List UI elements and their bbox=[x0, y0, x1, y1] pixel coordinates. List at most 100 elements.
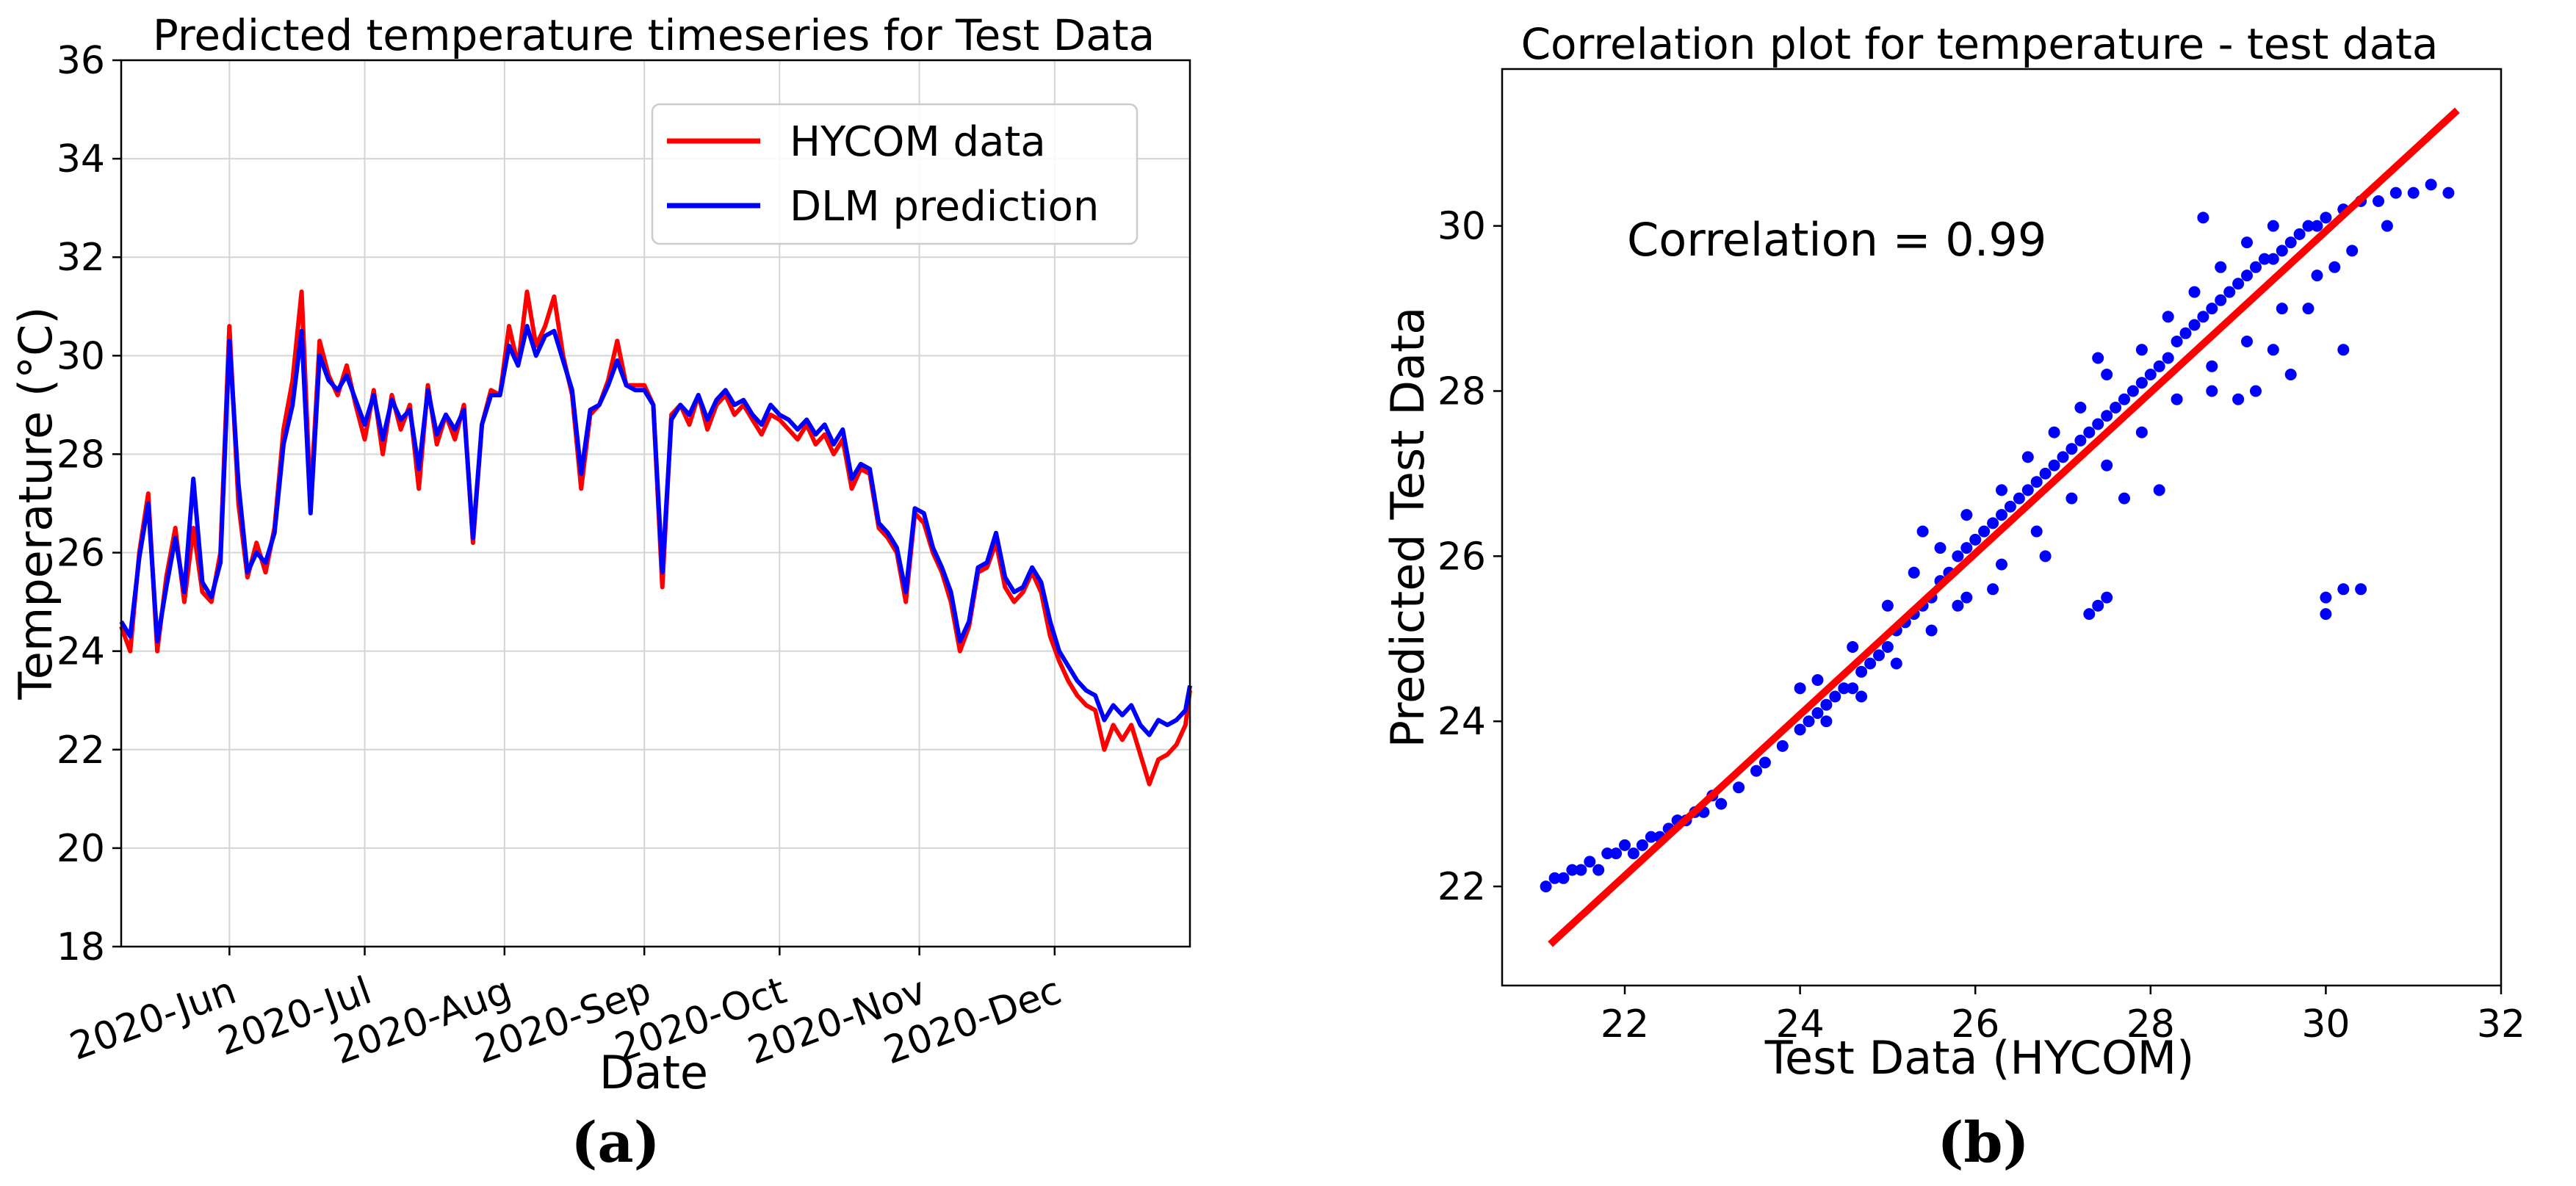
scatter-point bbox=[2320, 608, 2332, 621]
scatter-point bbox=[2215, 294, 2227, 306]
scatter-point bbox=[1978, 525, 1991, 538]
scatter-point bbox=[1636, 839, 1648, 851]
y-tick-label: 28 bbox=[1437, 369, 1486, 413]
y-tick-label: 36 bbox=[57, 39, 105, 83]
scatter-point bbox=[1908, 566, 1920, 579]
scatter-point bbox=[2442, 187, 2455, 199]
y-tick-label: 24 bbox=[57, 630, 105, 674]
scatter-point bbox=[1996, 484, 2007, 496]
scatter-point bbox=[2241, 336, 2253, 347]
scatter-point bbox=[1715, 798, 1728, 810]
scatter-point bbox=[2320, 211, 2332, 224]
scatter-point bbox=[2171, 336, 2183, 347]
scatter-point bbox=[2048, 426, 2060, 438]
scatter-point bbox=[2373, 195, 2384, 207]
chart-b-x-label: Test Data (HYCOM) bbox=[1764, 1031, 2195, 1085]
scatter-point bbox=[1592, 864, 1605, 876]
chart-a-x-ticks: 2020-Jun2020-Jul2020-Aug2020-Sep2020-Oct… bbox=[65, 947, 1067, 1074]
scatter-point bbox=[1811, 674, 1824, 686]
scatter-point bbox=[1627, 847, 1639, 860]
y-tick-label: 22 bbox=[57, 728, 105, 773]
scatter-point bbox=[2425, 178, 2437, 191]
scatter-point bbox=[2407, 187, 2420, 199]
scatter-point bbox=[1987, 583, 1999, 596]
chart-a-title: Predicted temperature timeseries for Tes… bbox=[153, 10, 1155, 60]
scatter-point bbox=[1733, 781, 1745, 794]
scatter-point bbox=[2101, 369, 2113, 380]
y-tick-label: 34 bbox=[57, 137, 105, 181]
y-tick-label: 30 bbox=[1437, 205, 1486, 249]
scatter-point bbox=[1916, 525, 1929, 538]
chart-a-axes-frame bbox=[120, 59, 1191, 948]
scatter-point bbox=[1750, 764, 1762, 777]
scatter-point bbox=[1803, 715, 1815, 728]
scatter-point bbox=[1540, 881, 1552, 893]
scatter-point bbox=[1960, 591, 1973, 604]
scatter-point bbox=[2250, 385, 2262, 397]
chart-b-x-ticks: 22 24 26 28 30 32 bbox=[1601, 986, 2525, 1046]
scatter-point bbox=[1952, 550, 1964, 563]
chart-b-y-label: Predicted Test Data bbox=[1381, 307, 1435, 748]
scatter-point bbox=[2381, 220, 2393, 232]
x-tick-label: 28 bbox=[2126, 1002, 2175, 1046]
scatter-point bbox=[1969, 533, 1982, 546]
scatter-point bbox=[1794, 723, 1806, 736]
scatter-point bbox=[2153, 360, 2165, 372]
scatter-point bbox=[2092, 352, 2104, 364]
scatter-point bbox=[1566, 864, 1579, 876]
scatter-point bbox=[2021, 484, 2034, 496]
scatter-point bbox=[1934, 542, 1947, 554]
scatter-point bbox=[2030, 525, 2043, 538]
chart-b-title: Correlation plot for temperature - test … bbox=[1521, 19, 2439, 69]
x-tick-label: 2020-Jun bbox=[65, 969, 242, 1069]
chart-b: Correlation plot for temperature - test … bbox=[1381, 19, 2525, 1175]
chart-a-series bbox=[119, 289, 1192, 787]
scatter-point bbox=[1811, 707, 1824, 719]
y-tick-label: 22 bbox=[1437, 865, 1486, 909]
scatter-point bbox=[1776, 740, 1789, 752]
chart-a: Predicted temperature timeseries for Tes… bbox=[9, 10, 1192, 1175]
scatter-point bbox=[2302, 303, 2315, 315]
scatter-point bbox=[2118, 492, 2130, 505]
y-tick-label: 32 bbox=[57, 236, 105, 280]
scatter-point bbox=[2293, 228, 2306, 240]
scatter-point bbox=[2241, 270, 2253, 282]
scatter-point bbox=[2004, 500, 2016, 513]
scatter-point bbox=[2188, 319, 2201, 331]
scatter-point bbox=[2066, 443, 2078, 455]
scatter-point bbox=[2267, 344, 2279, 356]
scatter-point bbox=[2162, 352, 2174, 364]
scatter-point bbox=[2074, 402, 2087, 413]
scatter-point bbox=[2241, 236, 2253, 249]
scatter-point bbox=[1855, 665, 1868, 678]
scatter-point bbox=[1610, 847, 1623, 860]
chart-a-y-ticks: 18 20 22 24 26 28 30 32 34 36 bbox=[57, 39, 121, 969]
scatter-point bbox=[2135, 426, 2148, 438]
scatter-point bbox=[2250, 261, 2262, 273]
scatter-point bbox=[2171, 393, 2183, 405]
scatter-point bbox=[1847, 682, 1859, 695]
scatter-point bbox=[1881, 599, 1894, 612]
scatter-point bbox=[2284, 236, 2297, 249]
scatter-point bbox=[2276, 245, 2288, 257]
scatter-point bbox=[2188, 286, 2201, 298]
scatter-point bbox=[2135, 377, 2148, 389]
scatter-point bbox=[2135, 344, 2148, 356]
scatter-point bbox=[2101, 591, 2113, 604]
legend-label-hycom: HYCOM data bbox=[790, 118, 1046, 166]
scatter-point bbox=[2057, 451, 2069, 463]
scatter-point bbox=[1960, 509, 1973, 521]
scatter-point bbox=[2092, 418, 2104, 430]
scatter-point bbox=[2179, 327, 2192, 339]
x-tick-label: 32 bbox=[2477, 1002, 2525, 1046]
scatter-point bbox=[1925, 624, 1938, 637]
scatter-point bbox=[2267, 220, 2279, 232]
scatter-point bbox=[2083, 608, 2096, 621]
scatter-point bbox=[1996, 558, 2007, 571]
scatter-point bbox=[2389, 187, 2402, 199]
scatter-point bbox=[2197, 311, 2209, 323]
x-tick-label: 22 bbox=[1601, 1002, 1649, 1046]
y-tick-label: 28 bbox=[57, 433, 105, 477]
scatter-point bbox=[2258, 253, 2270, 265]
